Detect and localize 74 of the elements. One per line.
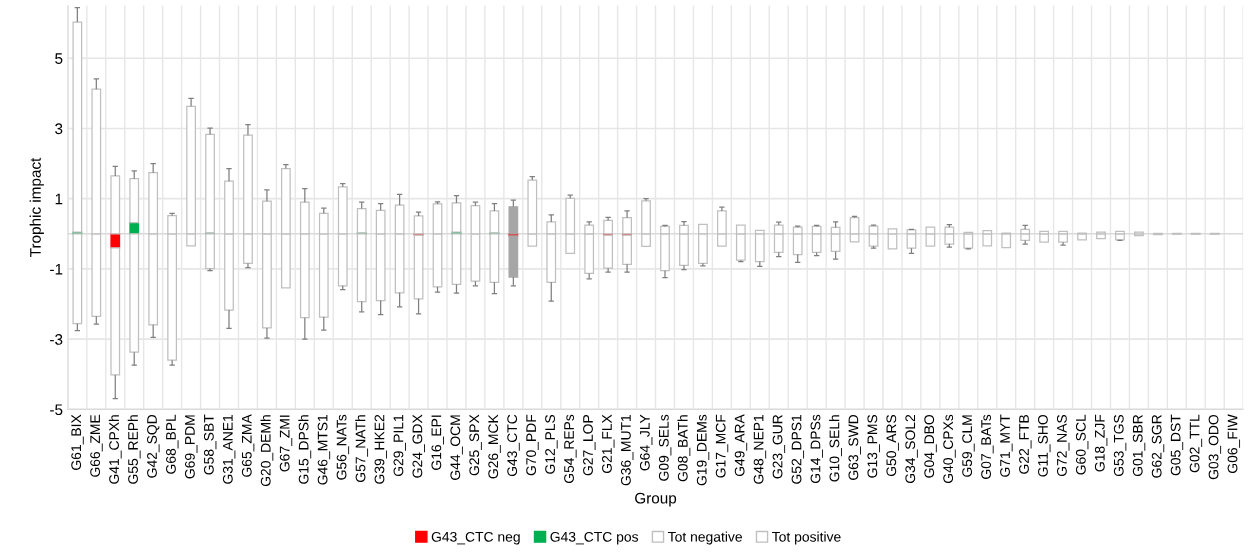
x-tick-label: G64_JLY (639, 414, 653, 471)
x-tick-label: G01_SBR (1132, 414, 1146, 477)
x-tick-label: G31_ANE1 (222, 414, 236, 484)
x-tick-label: G72_NAS (1056, 414, 1070, 477)
x-tick-label: G22_FTB (1019, 414, 1032, 474)
x-tick-label: G02_TTL (1189, 414, 1203, 473)
x-tick-label: G40_CPXs (943, 414, 956, 484)
x-tick-label: G55_REPh (127, 415, 141, 484)
x-tick-label: G61_BIX (71, 414, 84, 470)
x-tick-label: G03_ODO (1208, 414, 1222, 480)
x-tick-label: G71_MYT (1000, 414, 1013, 477)
x-tick-label: G52_DPS1 (791, 414, 805, 484)
x-tick-label: G57_NATh (355, 415, 369, 483)
x-tick-label: G19_DEMs (696, 414, 710, 486)
x-tick-label: G56_NATs (336, 414, 350, 480)
legend-label: G43_CTC pos (550, 531, 639, 545)
x-tick-label: G27_LOP (583, 414, 596, 476)
x-axis-title: Group (635, 492, 677, 507)
x-tick-label: G12_PLS (545, 414, 558, 474)
x-tick-label: G49_ARA (734, 414, 748, 477)
x-tick-label: G21_FLX (602, 414, 615, 473)
x-tick-label: G42_SQD (147, 414, 160, 478)
y-tick-label: -1 (50, 263, 63, 275)
x-tick-label: G07_BATs (981, 414, 994, 479)
y-axis-title: Trophic impact (29, 157, 44, 257)
legend-label: Tot positive (772, 531, 841, 545)
x-tick-label: G69_PDM (184, 415, 198, 479)
y-tick-label: 5 (55, 53, 63, 64)
x-tick-label: G53_TGS (1113, 414, 1127, 477)
x-tick-label: G09_SELs (658, 414, 672, 481)
x-tick-label: G14_DPSs (810, 414, 824, 484)
y-tick-label: -5 (50, 404, 63, 416)
x-tick-label: G10_SELh (829, 415, 842, 482)
legend-label: Tot negative (668, 531, 742, 545)
x-tick-label: G41_CPXh (108, 415, 122, 484)
x-tick-label: G36_MUT1 (620, 414, 634, 486)
x-tick-label: G34_SOL2 (905, 414, 918, 484)
x-tick-label: G08_BATh (677, 415, 691, 482)
legend-label: G43_CTC neg (431, 531, 520, 545)
x-tick-label: G26_MCK (488, 414, 501, 479)
x-tick-label: G39_HKE2 (374, 414, 388, 484)
x-tick-label: G44_OCM (450, 415, 463, 480)
x-tick-label: G29_PIL1 (393, 414, 406, 477)
x-tick-label: G18_ZJF (1094, 414, 1108, 472)
x-tick-label: G48_NEP1 (753, 414, 767, 484)
x-tick-label: G17_MCF (715, 414, 729, 478)
x-tick-label: G25_SPX (469, 414, 482, 476)
x-tick-label: G65_ZMA (241, 414, 255, 477)
x-tick-label: G06_FIW (1227, 414, 1241, 473)
x-tick-label: G23_GUR (772, 414, 786, 479)
x-tick-label: G54_REPs (564, 414, 577, 484)
x-tick-label: G05_DST (1170, 414, 1184, 476)
x-tick-label: G63_SWD (848, 414, 861, 480)
x-tick-label: G66_ZME (90, 414, 103, 477)
x-tick-label: G67_ZMI (279, 415, 293, 472)
x-tick-label: G16_EPI (431, 415, 444, 470)
x-tick-label: G15_DPSh (298, 415, 312, 484)
x-tick-label: G46_MTS1 (317, 414, 331, 485)
x-tick-label: G50_ARS (886, 414, 899, 477)
x-tick-label: G11_SHO (1038, 414, 1051, 477)
x-tick-label: G68_BPL (166, 414, 179, 474)
x-tick-label: G60_SCL (1075, 414, 1089, 475)
y-tick-label: 3 (55, 123, 63, 135)
x-tick-label: G62_SGR (1151, 414, 1165, 478)
x-tick-label: G59_CLM (962, 415, 975, 477)
y-tick-label: -3 (50, 334, 63, 345)
x-tick-label: G04_DBO (924, 414, 937, 478)
x-tick-label: G13_PMS (867, 414, 880, 478)
x-tick-label: G20_DEMh (260, 415, 274, 487)
x-tick-label: G58_SBT (203, 414, 217, 475)
y-tick-label: 1 (55, 193, 63, 205)
x-tick-label: G24_GDX (412, 414, 425, 478)
x-tick-label: G70_PDF (526, 414, 539, 476)
x-tick-label: G43_CTC (507, 414, 520, 477)
